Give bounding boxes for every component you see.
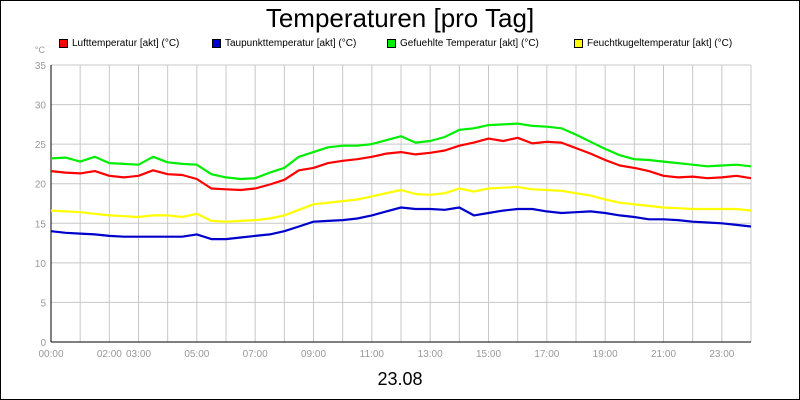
y-tick-label: 0 xyxy=(40,338,46,349)
legend-label: Feuchtkugeltemperatur [akt] (°C) xyxy=(587,38,733,49)
legend-label: Taupunkttemperatur [akt] (°C) xyxy=(225,38,357,49)
x-tick-label: 13:00 xyxy=(418,349,443,360)
x-tick-label: 15:00 xyxy=(476,349,501,360)
legend-swatch xyxy=(59,39,68,48)
legend-item: Taupunkttemperatur [akt] (°C) xyxy=(212,38,356,49)
legend: Lufttemperatur [akt] (°C) Taupunkttempera… xyxy=(1,38,799,54)
x-axis-label: 23.08 xyxy=(377,369,423,389)
legend-item: Gefuehlte Temperatur [akt] (°C) xyxy=(387,38,539,49)
x-tick-label: 11:00 xyxy=(360,349,385,360)
x-tick-label: 05:00 xyxy=(184,349,209,360)
x-tick-label: 23:00 xyxy=(709,349,734,360)
x-tick-label: 17:00 xyxy=(534,349,559,360)
x-tick-label: 07:00 xyxy=(243,349,268,360)
chart-title: Temperaturen [pro Tag] xyxy=(265,3,535,33)
y-tick-label: 20 xyxy=(35,180,47,191)
y-tick-label: 10 xyxy=(35,259,47,270)
y-tick-label: 25 xyxy=(35,140,47,151)
x-tick-label: 00:00 xyxy=(38,349,63,360)
x-tick-label: 02:00 xyxy=(97,349,122,360)
y-tick-label: 35 xyxy=(35,61,47,72)
series-line-1 xyxy=(50,136,752,192)
series-line-4 xyxy=(50,185,752,223)
x-tick-label: 21:00 xyxy=(651,349,676,360)
series-line-3 xyxy=(50,122,752,181)
x-tick-label: 03:00 xyxy=(126,349,151,360)
x-tick-label: 09:00 xyxy=(301,349,326,360)
legend-label: Lufttemperatur [akt] (°C) xyxy=(72,38,180,49)
legend-label: Gefuehlte Temperatur [akt] (°C) xyxy=(400,38,539,49)
legend-item: Feuchtkugeltemperatur [akt] (°C) xyxy=(574,38,732,49)
y-tick-label: 5 xyxy=(40,298,46,309)
series-line-2 xyxy=(50,206,752,241)
y-tick-label: 30 xyxy=(35,101,47,112)
legend-item: Lufttemperatur [akt] (°C) xyxy=(59,38,179,49)
y-tick-label: 15 xyxy=(35,219,47,230)
legend-swatch xyxy=(212,39,221,48)
x-tick-label: 19:00 xyxy=(593,349,618,360)
y-axis-unit: °C xyxy=(35,45,46,55)
legend-swatch xyxy=(574,39,583,48)
legend-swatch xyxy=(387,39,396,48)
